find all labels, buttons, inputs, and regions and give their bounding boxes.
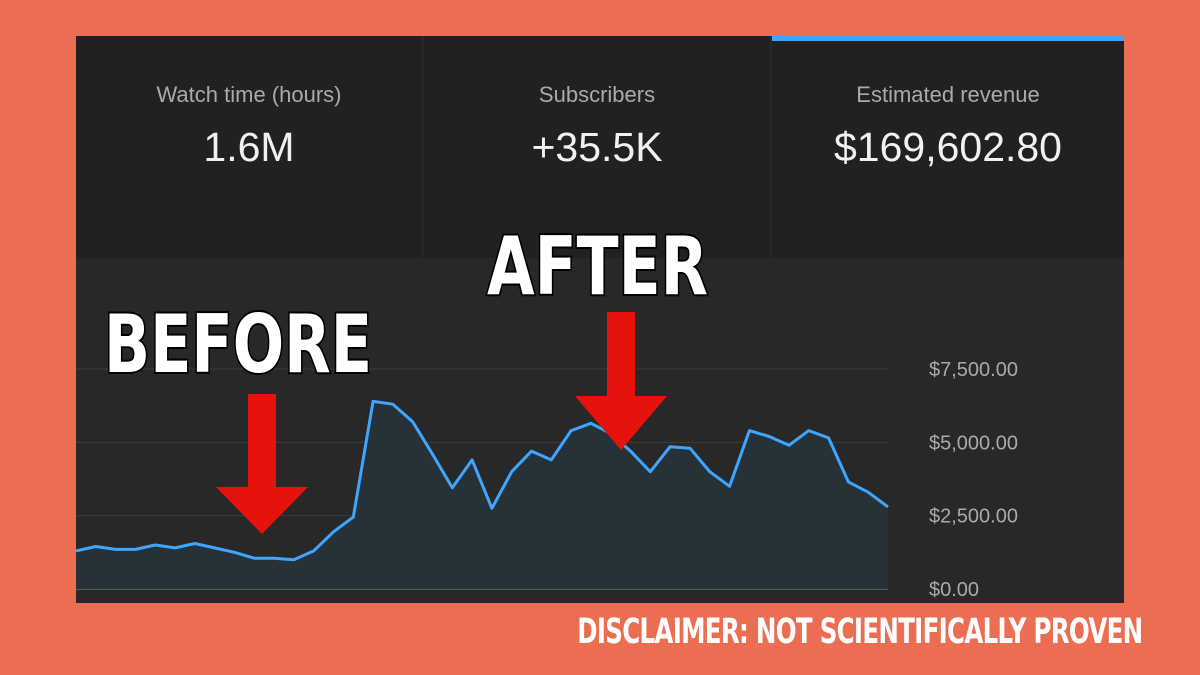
card-label: Estimated revenue (856, 82, 1040, 107)
revenue-chart: $7,500.00$5,000.00$2,500.00$0.00 BEFORE … (76, 218, 1018, 601)
revenue-area (76, 401, 888, 589)
estimated-revenue-card[interactable]: Estimated revenue $169,602.80 (772, 36, 1124, 258)
selected-tab-indicator (772, 36, 1124, 41)
y-axis: $7,500.00 $5,000.00 $2,500.00 $0.00 (929, 359, 1018, 601)
after-arrow-icon (575, 312, 667, 450)
y-tick-label: $5,000.00 (929, 432, 1018, 454)
y-tick-label: $7,500.00 (929, 359, 1018, 381)
before-arrow-icon (216, 394, 308, 534)
y-tick-label: $0.00 (929, 579, 979, 601)
disclaimer-text: DISCLAIMER: NOT SCIENTIFICALLY PROVEN (576, 612, 1143, 652)
card-value: $169,602.80 (833, 124, 1062, 170)
y-tick-label: $2,500.00 (929, 506, 1018, 528)
card-label: Watch time (hours) (156, 82, 342, 107)
after-annotation: AFTER (487, 220, 708, 313)
analytics-panel: Watch time (hours) 1.6M Subscribers +35.… (76, 36, 1124, 603)
card-value: +35.5K (531, 124, 663, 170)
watch-time-card[interactable]: Watch time (hours) 1.6M (76, 36, 422, 258)
subscribers-card[interactable]: Subscribers +35.5K (424, 36, 770, 258)
revenue-line (76, 399, 889, 562)
card-label: Subscribers (538, 82, 656, 107)
card-value: 1.6M (203, 124, 295, 170)
before-annotation: BEFORE (104, 298, 372, 391)
annotation-arrows (216, 312, 667, 534)
